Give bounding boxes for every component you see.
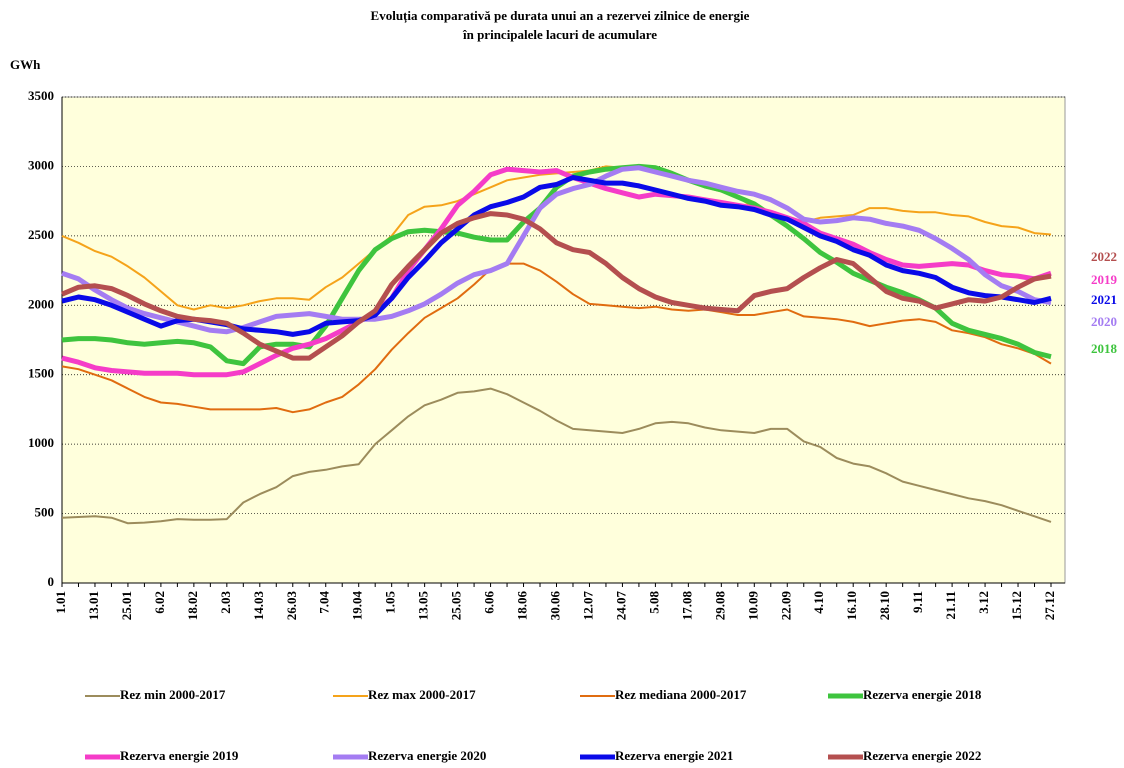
x-tick-label: 2.03 — [218, 591, 233, 614]
x-tick-label: 24.07 — [613, 591, 628, 621]
legend-label: Rez max 2000-2017 — [368, 687, 476, 702]
y-axis-label: GWh — [10, 57, 41, 72]
y-tick-label: 500 — [35, 505, 55, 520]
x-tick-label: 1.05 — [383, 591, 398, 614]
series-line — [61, 166, 1052, 378]
legend-label: Rezerva energie 2021 — [615, 748, 733, 763]
y-tick-label: 2500 — [28, 227, 54, 242]
annotation: 2020 — [1091, 314, 1117, 329]
x-tick-label: 19.04 — [350, 591, 365, 621]
x-tick-label: 16.10 — [844, 591, 859, 620]
x-tick-label: 28.10 — [877, 591, 892, 620]
x-tick-label: 18.02 — [185, 591, 200, 620]
series-line — [61, 262, 1052, 414]
legend-label: Rezerva energie 2018 — [863, 687, 982, 702]
legend-label: Rezerva energie 2020 — [368, 748, 486, 763]
annotation: 2021 — [1091, 292, 1117, 307]
series-line — [61, 211, 1052, 361]
y-tick-label: 0 — [48, 574, 55, 589]
series-line — [61, 165, 1052, 335]
plot-area — [61, 96, 1066, 584]
x-tick-label: 6.06 — [482, 591, 497, 614]
x-tick-label: 9.11 — [910, 591, 925, 613]
annotation: 2022 — [1091, 249, 1117, 264]
legend-label: Rezerva energie 2022 — [863, 748, 981, 763]
annotation: 2019 — [1091, 272, 1118, 287]
legend-label: Rezerva energie 2019 — [120, 748, 239, 763]
x-tick-label: 29.08 — [712, 591, 727, 621]
chart-title: Evoluția comparativă pe durata unui an a… — [371, 8, 750, 24]
x-tick-label: 6.02 — [152, 591, 167, 614]
x-tick-label: 13.01 — [86, 591, 101, 620]
x-tick-label: 15.12 — [1009, 591, 1024, 620]
annotation: 2018 — [1091, 341, 1118, 356]
y-tick-label: 2000 — [28, 296, 54, 311]
x-tick-label: 25.01 — [119, 591, 134, 620]
series-line — [61, 163, 1052, 367]
x-tick-label: 17.08 — [679, 591, 694, 621]
y-tick-label: 1500 — [28, 366, 54, 381]
x-tick-label: 25.05 — [449, 591, 464, 621]
x-tick-label: 27.12 — [1042, 591, 1057, 620]
x-tick-label: 1.01 — [53, 591, 68, 614]
x-tick-label: 21.11 — [943, 591, 958, 620]
x-tick-label: 14.03 — [251, 591, 266, 621]
x-tick-label: 12.07 — [580, 591, 595, 621]
legend-label: Rez mediana 2000-2017 — [615, 687, 747, 702]
x-tick-label: 5.08 — [646, 591, 661, 614]
legend-label: Rez min 2000-2017 — [120, 687, 226, 702]
x-tick-label: 4.10 — [811, 591, 826, 614]
x-tick-label: 13.05 — [416, 591, 431, 621]
series-line — [61, 165, 1052, 311]
y-tick-label: 3500 — [28, 88, 54, 103]
x-tick-label: 22.09 — [778, 591, 793, 621]
x-tick-label: 10.09 — [745, 591, 760, 621]
x-tick-label: 26.03 — [284, 591, 299, 621]
series-line — [61, 387, 1052, 525]
x-tick-label: 7.04 — [317, 591, 332, 614]
chart-subtitle: în principalele lacuri de acumulare — [462, 27, 657, 42]
x-tick-label: 30.06 — [547, 591, 562, 621]
y-tick-label: 1000 — [28, 435, 54, 450]
x-tick-label: 3.12 — [976, 591, 991, 614]
x-tick-label: 18.06 — [515, 591, 530, 621]
y-tick-label: 3000 — [28, 157, 54, 172]
